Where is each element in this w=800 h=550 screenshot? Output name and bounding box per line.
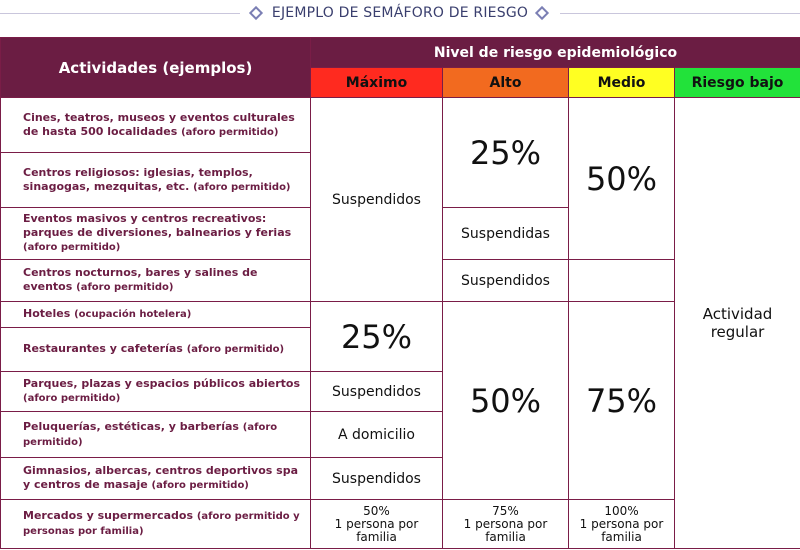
activity-note: (aforo permitido) [151,480,249,491]
activity-name: Eventos masivos y centros recreativos: p… [23,212,292,239]
value-medium-group1: 50% [568,97,675,260]
activity-name: Cines, teatros, museos y eventos cultura… [23,110,295,138]
value-high-row4: Suspendidos [442,259,569,302]
activity-row: Hoteles (ocupación hotelera) [0,301,311,328]
market-max-pct: 50% [363,503,390,518]
activity-name: Hoteles [23,307,71,320]
diamond-ornament-icon [534,5,550,21]
activity-name: Centros religiosos: iglesias, templos, s… [23,165,253,193]
activity-note: (aforo permitido) [23,242,121,253]
diamond-ornament-icon [248,5,264,21]
value-max-group2: 25% [310,301,443,372]
header-activities: Actividades (ejemplos) [0,37,311,98]
activity-note: (ocupación hotelera) [74,309,192,320]
activity-name: Restaurantes y cafeterías [23,342,183,355]
activity-row: Cines, teatros, museos y eventos cultura… [0,97,311,153]
activity-name: Peluquerías, estéticas, y barberías [23,419,239,433]
market-max-line2: familia [356,529,397,544]
market-high-line1: 1 persona por [463,516,548,531]
activity-note: (aforo permitido) [181,126,279,138]
value-low-all: Actividad regular [674,97,800,549]
level-medium: Medio [568,67,675,98]
activity-name: Mercados y supermercados [23,509,193,522]
activity-row: Parques, plazas y espacios públicos abie… [0,371,311,412]
market-max-line1: 1 persona por [334,516,419,531]
level-low: Riesgo bajo [674,67,800,98]
market-high-line2: familia [485,529,526,544]
value-high-group2: 50% [442,301,569,500]
activity-row: Centros religiosos: iglesias, templos, s… [0,152,311,208]
activity-row: Centros nocturnos, bares y salines de ev… [0,259,311,302]
activity-note: (aforo permitido) [186,344,285,355]
value-max-row7: Suspendidos [310,371,443,412]
value-max-row9: Suspendidos [310,457,443,500]
value-max-row8: A domicilio [310,411,443,458]
activity-name: Gimnasios, albercas, centros deportivos … [23,464,298,491]
market-high-pct: 75% [492,503,519,518]
value-medium-group2: 75% [568,301,675,500]
title-bar: EJEMPLO DE SEMÁFORO DE RIESGO [0,0,800,28]
activity-note: (aforo permitido) [76,282,174,293]
market-medium-line2: familia [601,529,642,544]
value-market-max: 50% 1 persona por familia [310,499,443,549]
level-high: Alto [442,67,569,98]
activity-row: Restaurantes y cafeterías (aforo permiti… [0,327,311,372]
value-medium-row4 [568,259,675,302]
risk-table: Actividades (ejemplos) Nivel de riesgo e… [0,37,800,549]
activity-row: Gimnasios, albercas, centros deportivos … [0,457,311,500]
level-max: Máximo [310,67,443,98]
value-max-group1: Suspendidos [310,97,443,302]
header-risk-level: Nivel de riesgo epidemiológico [310,37,800,68]
market-medium-pct: 100% [604,503,639,518]
activity-note: (aforo permitido y personas por familia) [23,511,300,537]
activity-row: Peluquerías, estéticas, y barberías (afo… [0,411,311,458]
value-market-high: 75% 1 persona por familia [442,499,569,549]
title-divider-right [560,13,800,14]
activity-note: (aforo permitido) [193,181,291,193]
activity-name: Centros nocturnos, bares y salines de ev… [23,266,258,293]
activity-note: (aforo permitido) [23,393,121,404]
activity-name: Parques, plazas y espacios públicos abie… [23,377,301,390]
value-market-medium: 100% 1 persona por familia [568,499,675,549]
title-divider-left [0,13,240,14]
market-medium-line1: 1 persona por [579,516,664,531]
activity-row: Eventos masivos y centros recreativos: p… [0,207,311,260]
value-high-group1: 25% [442,97,569,208]
page-title: EJEMPLO DE SEMÁFORO DE RIESGO [271,5,529,21]
activity-note: (aforo permitido) [23,421,278,448]
value-high-row3: Suspendidas [442,207,569,260]
activity-row: Mercados y supermercados (aforo permitid… [0,499,311,549]
